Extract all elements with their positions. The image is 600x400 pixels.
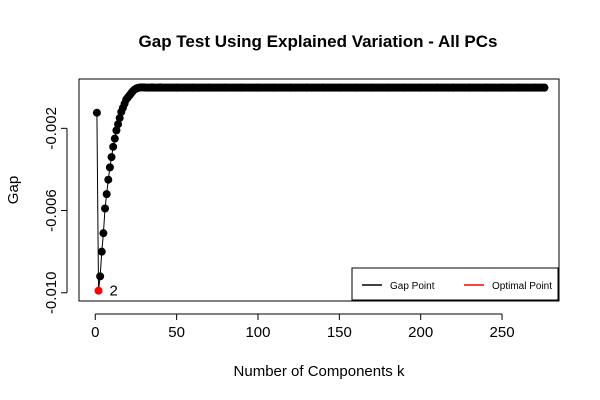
x-tick-label: 0 — [91, 324, 99, 341]
gap-point — [110, 134, 119, 143]
y-tick-label: -0.006 — [43, 189, 60, 232]
gap-point — [112, 126, 121, 135]
plot-frame — [78, 78, 560, 302]
x-tick-label: 150 — [327, 324, 352, 341]
gap-point — [104, 175, 113, 184]
legend-box — [351, 267, 559, 301]
plot-area: 2 — [92, 83, 549, 300]
y-axis-label: Gap — [5, 176, 22, 204]
gap-point — [105, 163, 114, 172]
gap-point — [115, 114, 124, 123]
gap-point — [101, 204, 110, 213]
gap-point — [102, 190, 111, 199]
y-axis: -0.010 -0.006 -0.002 — [43, 107, 68, 315]
x-tick-label: 200 — [408, 324, 433, 341]
optimal-point — [94, 286, 103, 295]
legend-label-optimal-point: Optimal Point — [492, 281, 552, 292]
gap-point — [540, 83, 549, 92]
legend-label-gap-point: Gap Point — [390, 281, 435, 292]
x-axis: 0 50 100 150 200 250 — [91, 313, 515, 341]
legend: Gap Point Optimal Point — [351, 267, 559, 301]
x-tick-label: 250 — [490, 324, 515, 341]
y-tick-label: -0.002 — [43, 107, 60, 150]
x-axis-label: Number of Components k — [234, 363, 405, 380]
gap-point — [99, 229, 108, 238]
x-tick-label: 100 — [245, 324, 270, 341]
y-tick-label: -0.010 — [43, 272, 60, 315]
optimal-point-label: 2 — [110, 283, 118, 300]
gap-point — [107, 153, 116, 162]
chart-title: Gap Test Using Explained Variation - All… — [139, 32, 498, 51]
gap-point — [109, 142, 118, 151]
gap-point — [92, 108, 101, 117]
gap-point — [96, 272, 105, 281]
gap-point — [114, 120, 123, 129]
gap-series-line — [96, 86, 545, 291]
x-tick-label: 50 — [168, 324, 185, 341]
gap-point — [97, 247, 106, 256]
